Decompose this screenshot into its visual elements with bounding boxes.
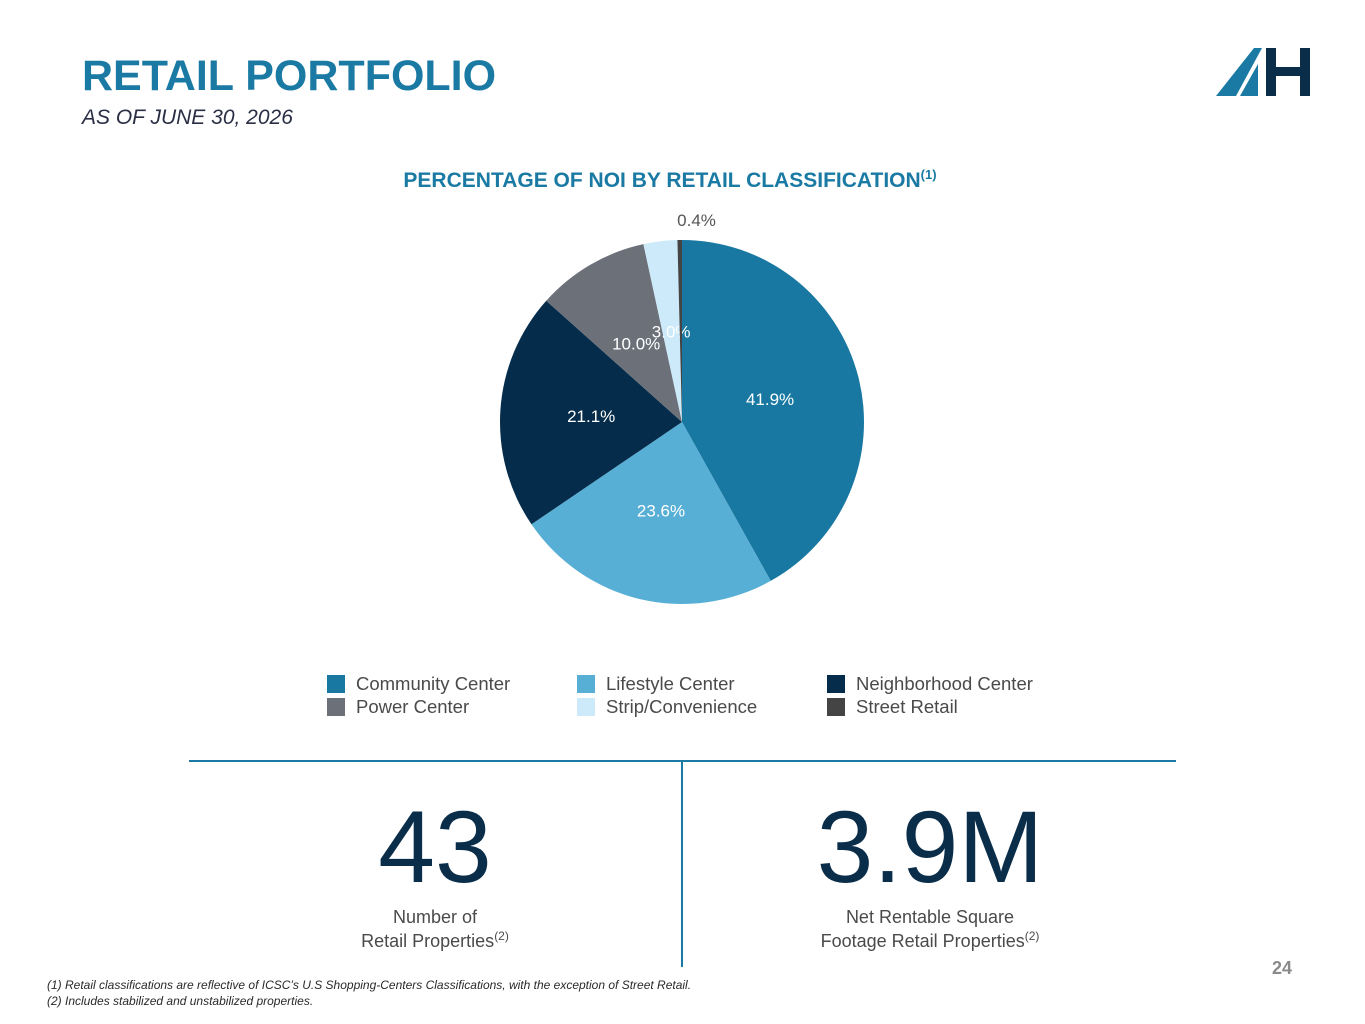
stat-label-line1: Net Rentable Square bbox=[845, 907, 1015, 927]
pie-chart: 41.9% 23.6% 21.1% 10.0%3.0% 0.4% bbox=[500, 211, 864, 604]
legend-swatch bbox=[327, 698, 345, 716]
stats-divider-vertical bbox=[681, 761, 683, 967]
pie-slice-strip-convenience bbox=[643, 240, 682, 422]
ah-logo-icon bbox=[1216, 48, 1310, 96]
page-subtitle: AS OF JUNE 30, 2026 bbox=[82, 106, 293, 129]
pie-slice-lifestyle-center bbox=[531, 422, 771, 604]
page-number: 24 bbox=[1271, 958, 1293, 978]
legend-swatch bbox=[577, 698, 595, 716]
pie-slice-neighborhood-center bbox=[500, 300, 682, 525]
legend-label: Power Center bbox=[356, 696, 470, 717]
legend-label: Community Center bbox=[356, 673, 511, 694]
chart-title-footnote-ref: (1) bbox=[920, 167, 937, 182]
legend-item-lifestyle-center: Lifestyle Center bbox=[577, 673, 735, 695]
legend-label: Strip/Convenience bbox=[606, 696, 758, 717]
pie-label-street-retail: 0.4% bbox=[677, 211, 716, 230]
stat-retail-properties-value: 43 bbox=[378, 790, 492, 904]
pie-label-power-center: 10.0% bbox=[612, 334, 660, 353]
pie-label-lifestyle-center: 23.6% bbox=[637, 502, 685, 521]
pie-slice-street-retail bbox=[677, 240, 682, 422]
stat-square-footage-value: 3.9M bbox=[816, 790, 1044, 904]
legend-item-power-center: Power Center bbox=[327, 696, 469, 718]
legend-label: Neighborhood Center bbox=[856, 673, 1033, 694]
chart-title-text: PERCENTAGE OF NOI BY RETAIL CLASSIFICATI… bbox=[403, 169, 921, 192]
chart-title: PERCENTAGE OF NOI BY RETAIL CLASSIFICATI… bbox=[0, 167, 1340, 193]
legend-item-community-center: Community Center bbox=[327, 673, 510, 695]
stat-retail-properties-label: Number of Retail Properties(2) bbox=[285, 908, 585, 951]
footnote-1: (1) Retail classifications are reflectiv… bbox=[47, 978, 692, 992]
legend-swatch bbox=[827, 698, 845, 716]
pie-slice-community-center bbox=[682, 240, 864, 581]
stat-label-line1: Number of bbox=[392, 907, 478, 927]
stat-footnote-ref: (2) bbox=[1024, 929, 1040, 943]
legend-swatch bbox=[577, 675, 595, 693]
pie-label-strip-convenience: 3.0% bbox=[652, 323, 691, 342]
legend-label: Street Retail bbox=[856, 696, 958, 717]
legend-label: Lifestyle Center bbox=[606, 673, 735, 694]
pie-label-community-center: 41.9% bbox=[746, 390, 794, 409]
footnote-2: (2) Includes stabilized and unstabilized… bbox=[47, 994, 314, 1008]
legend-item-strip-convenience: Strip/Convenience bbox=[577, 696, 757, 718]
legend-item-street-retail: Street Retail bbox=[827, 696, 958, 718]
pie-label-neighborhood-center: 21.1% bbox=[567, 407, 615, 426]
stat-square-footage-label: Net Rentable Square Footage Retail Proper… bbox=[730, 908, 1130, 951]
legend-item-neighborhood-center: Neighborhood Center bbox=[827, 673, 1033, 695]
stat-footnote-ref: (2) bbox=[494, 929, 509, 943]
legend-swatch bbox=[827, 675, 845, 693]
legend-swatch bbox=[327, 675, 345, 693]
page-title: RETAIL PORTFOLIO bbox=[82, 52, 497, 100]
stat-label-line2: Footage Retail Properties bbox=[820, 931, 1025, 951]
stat-label-line2: Retail Properties bbox=[361, 931, 495, 951]
pie-slice-power-center bbox=[546, 244, 682, 422]
